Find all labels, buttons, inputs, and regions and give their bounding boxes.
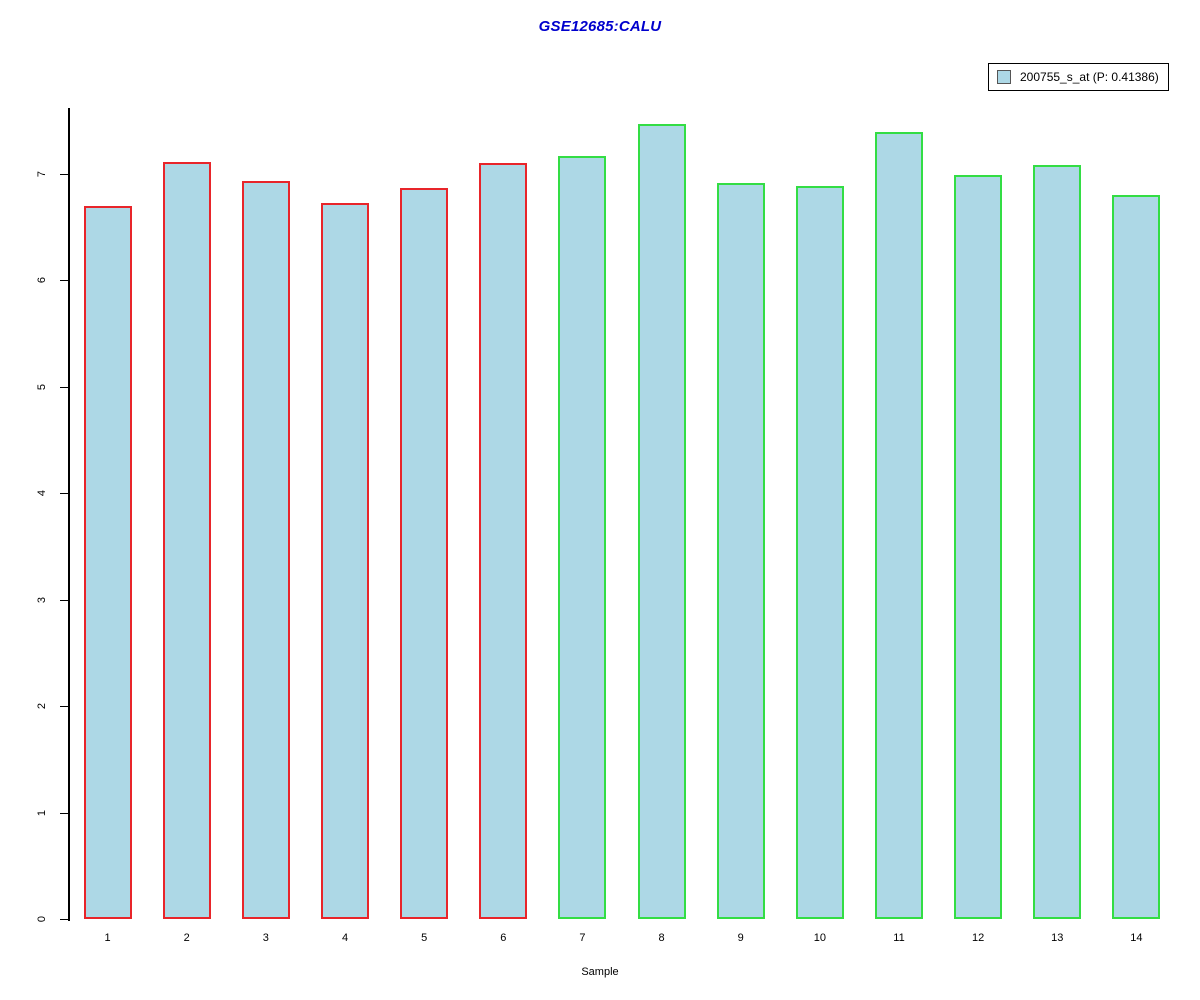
y-axis-line	[68, 108, 70, 921]
y-tick-mark	[60, 280, 68, 282]
y-tick-mark	[60, 812, 68, 814]
y-tick-label: 7	[36, 170, 48, 177]
bar-8[interactable]	[637, 123, 686, 919]
y-tick-mark	[60, 173, 68, 175]
y-tick-label: 3	[36, 596, 48, 603]
x-tick-label: 7	[579, 932, 586, 944]
x-tick-label: 5	[421, 932, 428, 944]
bar-11[interactable]	[875, 132, 923, 919]
legend-label: 200755_s_at (P: 0.41386)	[1020, 70, 1159, 84]
x-tick-label: 1	[104, 932, 111, 944]
legend-swatch-icon	[997, 70, 1011, 84]
y-tick-mark	[60, 599, 68, 601]
y-tick-mark	[60, 919, 68, 920]
bar-4[interactable]	[321, 202, 369, 919]
x-tick-label: 10	[813, 932, 826, 944]
y-tick-mark	[60, 386, 68, 388]
bar-14[interactable]	[1112, 195, 1161, 919]
bar-5[interactable]	[400, 187, 449, 919]
y-tick-mark	[60, 493, 68, 495]
x-tick-label: 13	[1051, 932, 1064, 944]
bar-7[interactable]	[558, 155, 607, 919]
bar-6[interactable]	[479, 163, 528, 919]
bar-13[interactable]	[1033, 165, 1082, 919]
x-axis-title: Sample	[581, 966, 619, 978]
x-tick-label: 11	[893, 932, 905, 944]
x-tick-label: 3	[262, 932, 269, 944]
x-tick-label: 8	[658, 932, 665, 944]
bar-12[interactable]	[954, 174, 1003, 919]
x-tick-label: 2	[183, 932, 190, 944]
x-tick-label: 6	[500, 932, 507, 944]
x-tick-label: 9	[737, 932, 744, 944]
x-tick-label: 12	[972, 932, 985, 944]
x-tick-label: 14	[1130, 932, 1143, 944]
legend: 200755_s_at (P: 0.41386)	[988, 63, 1169, 91]
bar-3[interactable]	[241, 181, 290, 919]
bar-10[interactable]	[795, 185, 844, 919]
chart-title: GSE12685:CALU	[538, 18, 662, 35]
bar-9[interactable]	[716, 183, 765, 919]
bar-1[interactable]	[83, 205, 132, 919]
y-tick-label: 5	[36, 383, 48, 390]
y-tick-label: 0	[36, 915, 48, 923]
y-tick-mark	[60, 706, 68, 708]
y-tick-label: 6	[36, 277, 48, 284]
y-tick-label: 4	[36, 490, 48, 497]
x-tick-label: 4	[341, 932, 349, 944]
y-tick-label: 1	[36, 809, 48, 816]
y-tick-label: 2	[36, 703, 48, 710]
bar-2[interactable]	[162, 162, 211, 919]
